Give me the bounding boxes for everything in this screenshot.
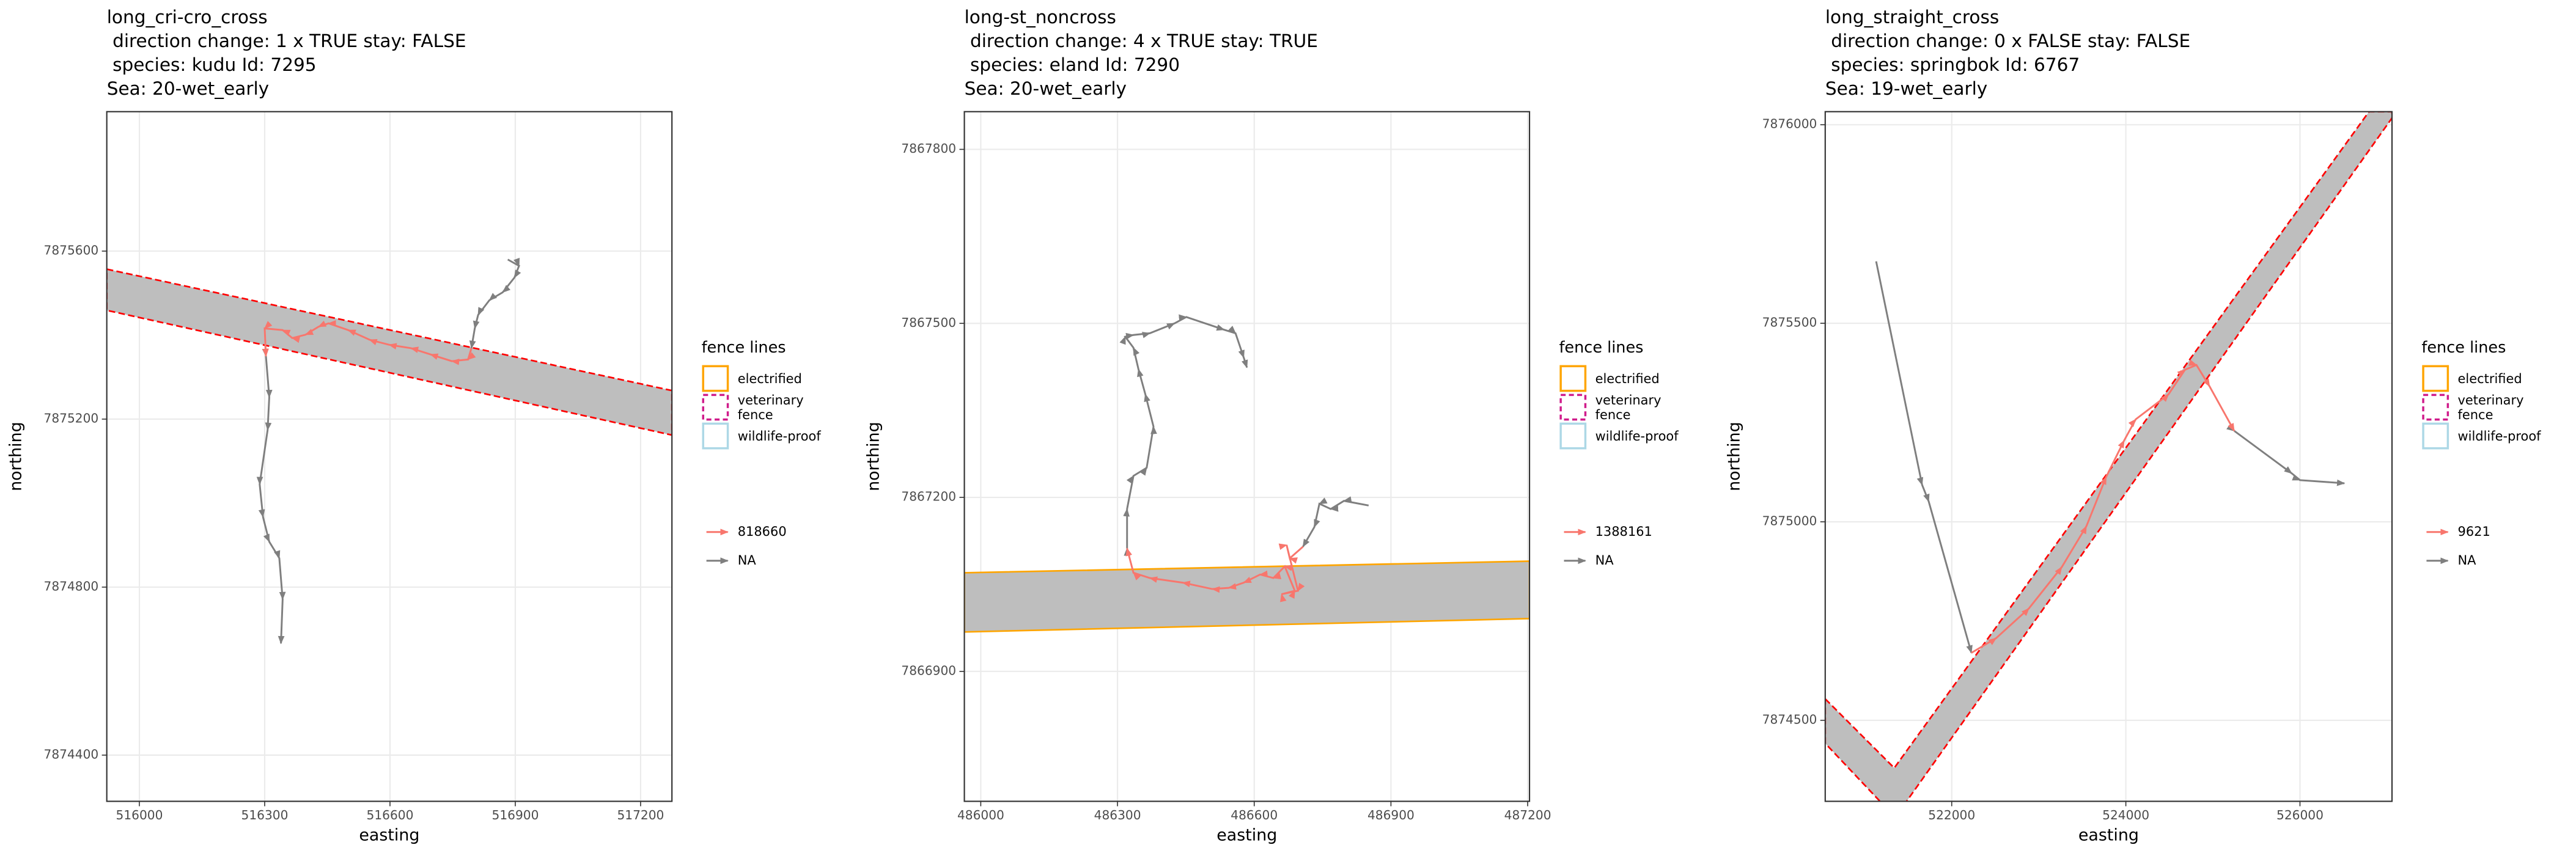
y-tick-label: 7866900 — [901, 663, 956, 678]
legend-label: 9621 — [2458, 524, 2490, 539]
y-tick-label: 7875600 — [44, 243, 99, 257]
y-tick-label: 7874800 — [44, 579, 99, 593]
legend-key — [702, 422, 729, 450]
x-tick-label: 486900 — [1367, 808, 1415, 822]
legend-label: electrified — [738, 371, 802, 386]
y-tick-label: 7874400 — [44, 747, 99, 761]
legend-key — [702, 365, 729, 392]
plot-frame — [1824, 111, 2393, 802]
y-axis-label: northing — [1725, 422, 1744, 491]
legend-label: electrified — [1595, 371, 1660, 386]
legend-label: veterinary fence — [738, 393, 804, 422]
y-axis-label: northing — [864, 422, 883, 491]
trajectory — [1971, 359, 2236, 654]
legend-title: fence lines — [1559, 338, 1643, 357]
chart-title: species: eland Id: 7290 — [965, 54, 1180, 75]
y-tick-label: 7875200 — [44, 411, 99, 425]
x-tick-label: 516300 — [241, 808, 289, 822]
plot-area — [964, 111, 1530, 802]
legend-key — [2422, 365, 2449, 392]
chart-title: Sea: 20-wet_early — [107, 78, 269, 99]
y-tick-label: 7874500 — [1762, 712, 1817, 726]
trajectory — [262, 320, 476, 365]
y-tick-label: 7867800 — [901, 141, 956, 156]
legend-title: fence lines — [702, 338, 786, 357]
x-tick-label: 516600 — [367, 808, 414, 822]
legend-label: veterinary fence — [1595, 393, 1662, 422]
chart-title: direction change: 1 x TRUE stay: FALSE — [107, 31, 466, 51]
chart-title: long_cri-cro_cross — [107, 7, 268, 27]
plot-area — [1825, 111, 2392, 802]
chart-title: species: kudu Id: 7295 — [107, 54, 317, 75]
chart-title: long_straight_cross — [1825, 7, 1999, 27]
legend-key — [2422, 422, 2449, 450]
trajectory — [1875, 261, 2344, 653]
legend-key — [1559, 422, 1587, 450]
x-tick-label: 486300 — [1094, 808, 1141, 822]
legend-label: wildlife-proof — [738, 429, 822, 444]
legend-key — [1559, 393, 1587, 421]
legend-title: fence lines — [2421, 338, 2506, 357]
y-tick-label: 7875500 — [1762, 315, 1817, 330]
plot-frame — [106, 111, 673, 802]
x-tick-label: 486000 — [957, 808, 1004, 822]
legend-label: wildlife-proof — [2458, 429, 2542, 444]
x-tick-label: 487200 — [1504, 808, 1551, 822]
x-axis-label: easting — [1216, 825, 1277, 844]
x-tick-label: 524000 — [2102, 808, 2149, 822]
trajectory — [1125, 543, 1305, 602]
trajectory — [1125, 317, 1369, 549]
x-axis-label: easting — [359, 825, 419, 844]
legend-label: 1388161 — [1595, 524, 1652, 539]
x-tick-label: 526000 — [2276, 808, 2324, 822]
y-tick-label: 7867200 — [901, 489, 956, 504]
chart-title: direction change: 0 x FALSE stay: FALSE — [1825, 31, 2190, 51]
x-tick-label: 516900 — [492, 808, 539, 822]
legend-key — [2422, 393, 2449, 421]
legend-label: NA — [2458, 553, 2477, 568]
legend-label: veterinary fence — [2458, 393, 2524, 422]
chart-title: species: springbok Id: 6767 — [1825, 54, 2080, 75]
fence-band — [964, 560, 1530, 633]
legend-label: 818660 — [738, 524, 787, 539]
chart-title: Sea: 20-wet_early — [965, 78, 1127, 99]
legend-key — [1559, 365, 1587, 392]
chart-title: direction change: 4 x TRUE stay: TRUE — [965, 31, 1318, 51]
chart-title: Sea: 19-wet_early — [1825, 78, 1987, 99]
x-tick-label: 517200 — [617, 808, 664, 822]
chart-title: long-st_noncross — [965, 7, 1116, 27]
x-tick-label: 516000 — [116, 808, 163, 822]
x-axis-label: easting — [2078, 825, 2139, 844]
x-tick-label: 486600 — [1231, 808, 1278, 822]
legend-label: NA — [738, 553, 757, 568]
legend-label: NA — [1595, 553, 1614, 568]
plot-frame — [963, 111, 1531, 802]
y-axis-label: northing — [6, 422, 25, 491]
plot-area — [106, 111, 672, 802]
y-tick-label: 7875000 — [1762, 514, 1817, 529]
legend-label: wildlife-proof — [1595, 429, 1679, 444]
legend-key — [702, 393, 729, 421]
plot-background — [964, 111, 1530, 802]
y-tick-label: 7876000 — [1762, 117, 1817, 131]
legend-label: electrified — [2458, 371, 2522, 386]
x-tick-label: 522000 — [1928, 808, 1975, 822]
y-tick-label: 7867500 — [901, 315, 956, 330]
